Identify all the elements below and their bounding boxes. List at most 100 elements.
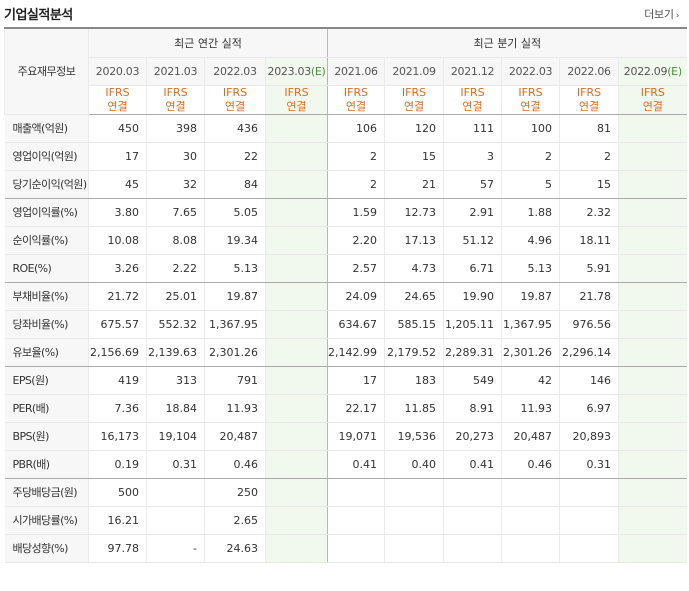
- period-label: 2022.06: [567, 64, 611, 78]
- quarter-value: 585.15: [384, 310, 444, 339]
- quarter-value: 5.91: [559, 254, 619, 283]
- annual-value: [264, 170, 328, 199]
- table-row: 유보율(%) 2,156.69 2,139.63 2,301.26 2,142.99 2,…: [4, 338, 687, 367]
- annual-value: 450: [88, 114, 147, 143]
- row-label: 당기순이익(억원): [4, 170, 89, 199]
- quarter-value: 24.09: [327, 282, 385, 311]
- annual-value: 97.78: [88, 534, 147, 563]
- annual-value: 0.31: [146, 450, 205, 479]
- row-label: 유보율(%): [4, 338, 89, 367]
- ifrs-label: IFRS: [163, 85, 188, 99]
- quarter-value: [443, 478, 502, 507]
- annual-value: 19.87: [204, 282, 266, 311]
- quarter-value: 19,536: [384, 422, 444, 451]
- key-info-header: 주요재무정보: [4, 27, 89, 115]
- quarter-value: 2: [327, 142, 385, 171]
- annual-value: 7.65: [146, 198, 205, 227]
- annual-value: [264, 506, 328, 535]
- row-label: 당좌비율(%): [4, 310, 89, 339]
- annual-value: 16.21: [88, 506, 147, 535]
- ifrs-label: IFRS: [576, 85, 602, 99]
- quarter-value: [501, 506, 560, 535]
- annual-value: [264, 114, 328, 143]
- period-label: 2023.03: [267, 64, 312, 78]
- quarter-value: 2: [327, 170, 385, 199]
- financial-table-body: 주요재무정보 최근 연간 실적 최근 분기 실적 2020.03 2021.03 2…: [4, 27, 687, 563]
- annual-value: 18.84: [146, 394, 205, 423]
- annual-value: 16,173: [88, 422, 147, 451]
- annual-value: 0.19: [88, 450, 147, 479]
- annual-value: [146, 478, 205, 507]
- period-annual-2: 2022.03: [204, 57, 266, 86]
- consolidated-label: 연결: [345, 99, 367, 113]
- quarter-value: 1.59: [327, 198, 385, 227]
- quarter-value: [618, 506, 687, 535]
- annual-value: 675.57: [88, 310, 147, 339]
- chevron-right-icon: ›: [675, 11, 680, 21]
- quarter-value: 3: [443, 142, 502, 171]
- annual-value: 30: [146, 142, 205, 171]
- quarter-value: 2,179.52: [384, 338, 444, 367]
- ifrs-badge: IFRS 연결: [443, 85, 502, 115]
- consolidated-label: 연결: [642, 99, 663, 113]
- period-annual-3: 2023.03(E): [264, 57, 328, 86]
- ifrs-badge: IFRS 연결: [88, 85, 147, 115]
- row-label: PER(배): [4, 394, 89, 423]
- period-label: 2022.03: [508, 64, 553, 78]
- quarter-value: 51.12: [443, 226, 502, 255]
- annual-value: 552.32: [146, 310, 205, 339]
- annual-value: [264, 394, 328, 423]
- quarter-value: [618, 226, 687, 255]
- ifrs-label: IFRS: [460, 85, 485, 99]
- consolidated-label: 연결: [107, 99, 128, 113]
- table-row: 당기순이익(억원) 45 32 84 2 21 57 5 15: [4, 170, 687, 199]
- annual-value: 436: [204, 114, 266, 143]
- quarter-value: [501, 478, 560, 507]
- ifrs-label: IFRS: [105, 85, 130, 99]
- quarter-value: 2.32: [559, 198, 619, 227]
- quarter-value: 22.17: [327, 394, 385, 423]
- estimate-mark: (E): [667, 64, 682, 78]
- row-label: 순이익률(%): [4, 226, 89, 255]
- quarter-value: 1,205.11: [443, 310, 502, 339]
- ifrs-label: IFRS: [343, 85, 369, 99]
- table-row: 당좌비율(%) 675.57 552.32 1,367.95 634.67 585.15 1…: [4, 310, 687, 339]
- annual-value: 25.01: [146, 282, 205, 311]
- row-label: ROE(%): [4, 254, 89, 283]
- ifrs-badge: IFRS 연결: [146, 85, 205, 115]
- consolidated-label: 연결: [462, 99, 483, 113]
- ifrs-badge: IFRS 연결: [618, 85, 687, 115]
- quarter-value: [618, 422, 687, 451]
- annual-value: 250: [204, 478, 266, 507]
- quarter-value: [384, 478, 444, 507]
- table-row: 주당배당금(원) 500 250: [4, 478, 687, 507]
- annual-value: 500: [88, 478, 147, 507]
- quarter-value: 976.56: [559, 310, 619, 339]
- period-quarter-4: 2022.06: [559, 57, 619, 86]
- table-row: ROE(%) 3.26 2.22 5.13 2.57 4.73 6.71 5.13 5.91: [4, 254, 687, 283]
- annual-value: 32: [146, 170, 205, 199]
- annual-value: 7.36: [88, 394, 147, 423]
- annual-group-header: 최근 연간 실적: [87, 27, 328, 58]
- quarter-value: 5: [501, 170, 560, 199]
- annual-value: 19,104: [146, 422, 205, 451]
- period-label: 2021.06: [334, 64, 378, 78]
- annual-value: 45: [88, 170, 147, 199]
- consolidated-label: 연결: [578, 99, 600, 113]
- quarter-value: 100: [501, 114, 560, 143]
- row-label: 배당성향(%): [4, 534, 89, 563]
- quarter-value: 146: [559, 366, 619, 395]
- table-row: 순이익률(%) 10.08 8.08 19.34 2.20 17.13 51.12 4.96 1…: [4, 226, 687, 255]
- more-link-label: 더보기: [644, 8, 674, 21]
- period-quarter-1: 2021.09: [384, 57, 444, 86]
- quarter-value: [618, 450, 687, 479]
- quarter-value: 19,071: [327, 422, 385, 451]
- quarter-value: 57: [443, 170, 502, 199]
- annual-value: [264, 422, 328, 451]
- row-label: 부채비율(%): [4, 282, 89, 311]
- more-link[interactable]: 더보기 ›: [644, 6, 679, 22]
- period-annual-1: 2021.03: [146, 57, 205, 86]
- quarter-value: 0.41: [443, 450, 502, 479]
- quarter-value: 549: [443, 366, 502, 395]
